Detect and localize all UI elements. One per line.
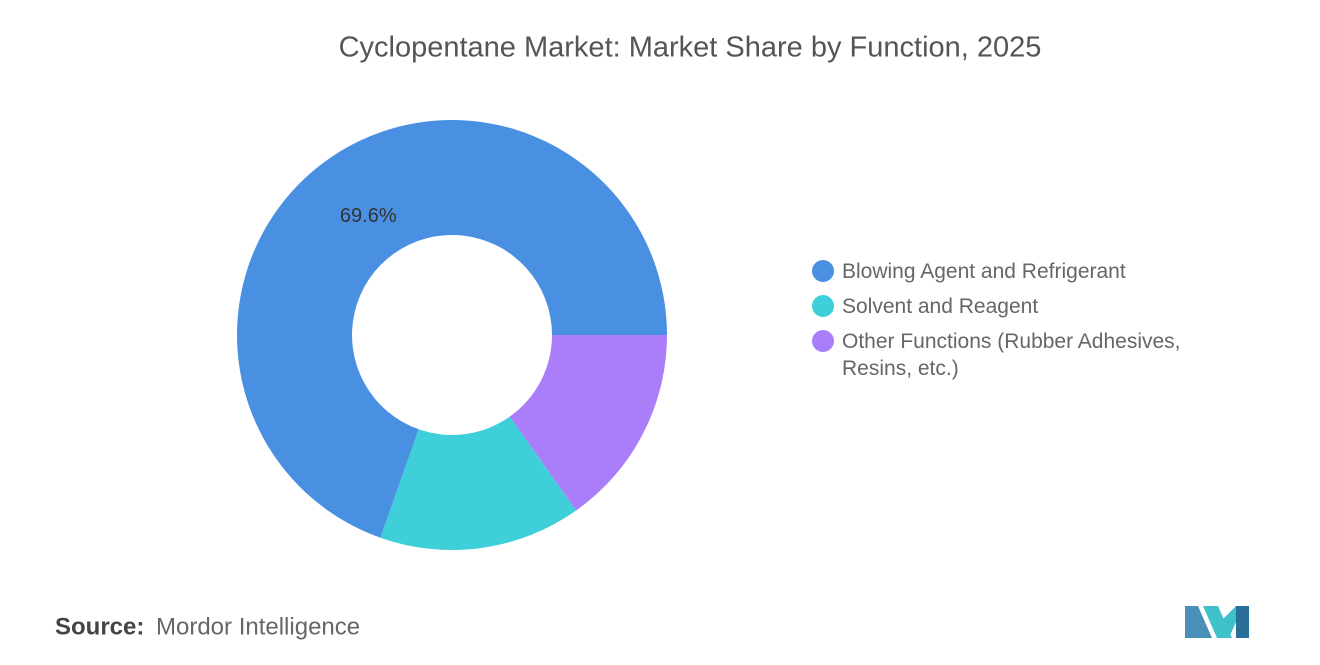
legend-label: Blowing Agent and Refrigerant: [842, 260, 1126, 283]
legend-item: Other Functions (Rubber Adhesives, Resin…: [812, 328, 1212, 382]
chart-title: Cyclopentane Market: Market Share by Fun…: [339, 32, 1042, 64]
data-label: 69.6%: [340, 205, 397, 227]
slice: [509, 335, 667, 511]
logo: [1185, 606, 1249, 638]
legend-swatch: [812, 260, 834, 282]
slice: [237, 120, 667, 538]
legend-label: Other Functions (Rubber Adhesives, Resin…: [842, 330, 1181, 380]
legend-swatch: [812, 295, 834, 317]
slice: [380, 416, 577, 550]
legend-item: Solvent and Reagent: [812, 293, 1212, 320]
legend-label: Solvent and Reagent: [842, 295, 1039, 318]
legend-item: Blowing Agent and Refrigerant: [812, 258, 1212, 285]
legend-swatch: [812, 330, 834, 352]
legend: Blowing Agent and Refrigerant Solvent and…: [812, 258, 1212, 390]
source-label: Source:: [55, 613, 144, 640]
source: Mordor Intelligence: [156, 613, 360, 640]
